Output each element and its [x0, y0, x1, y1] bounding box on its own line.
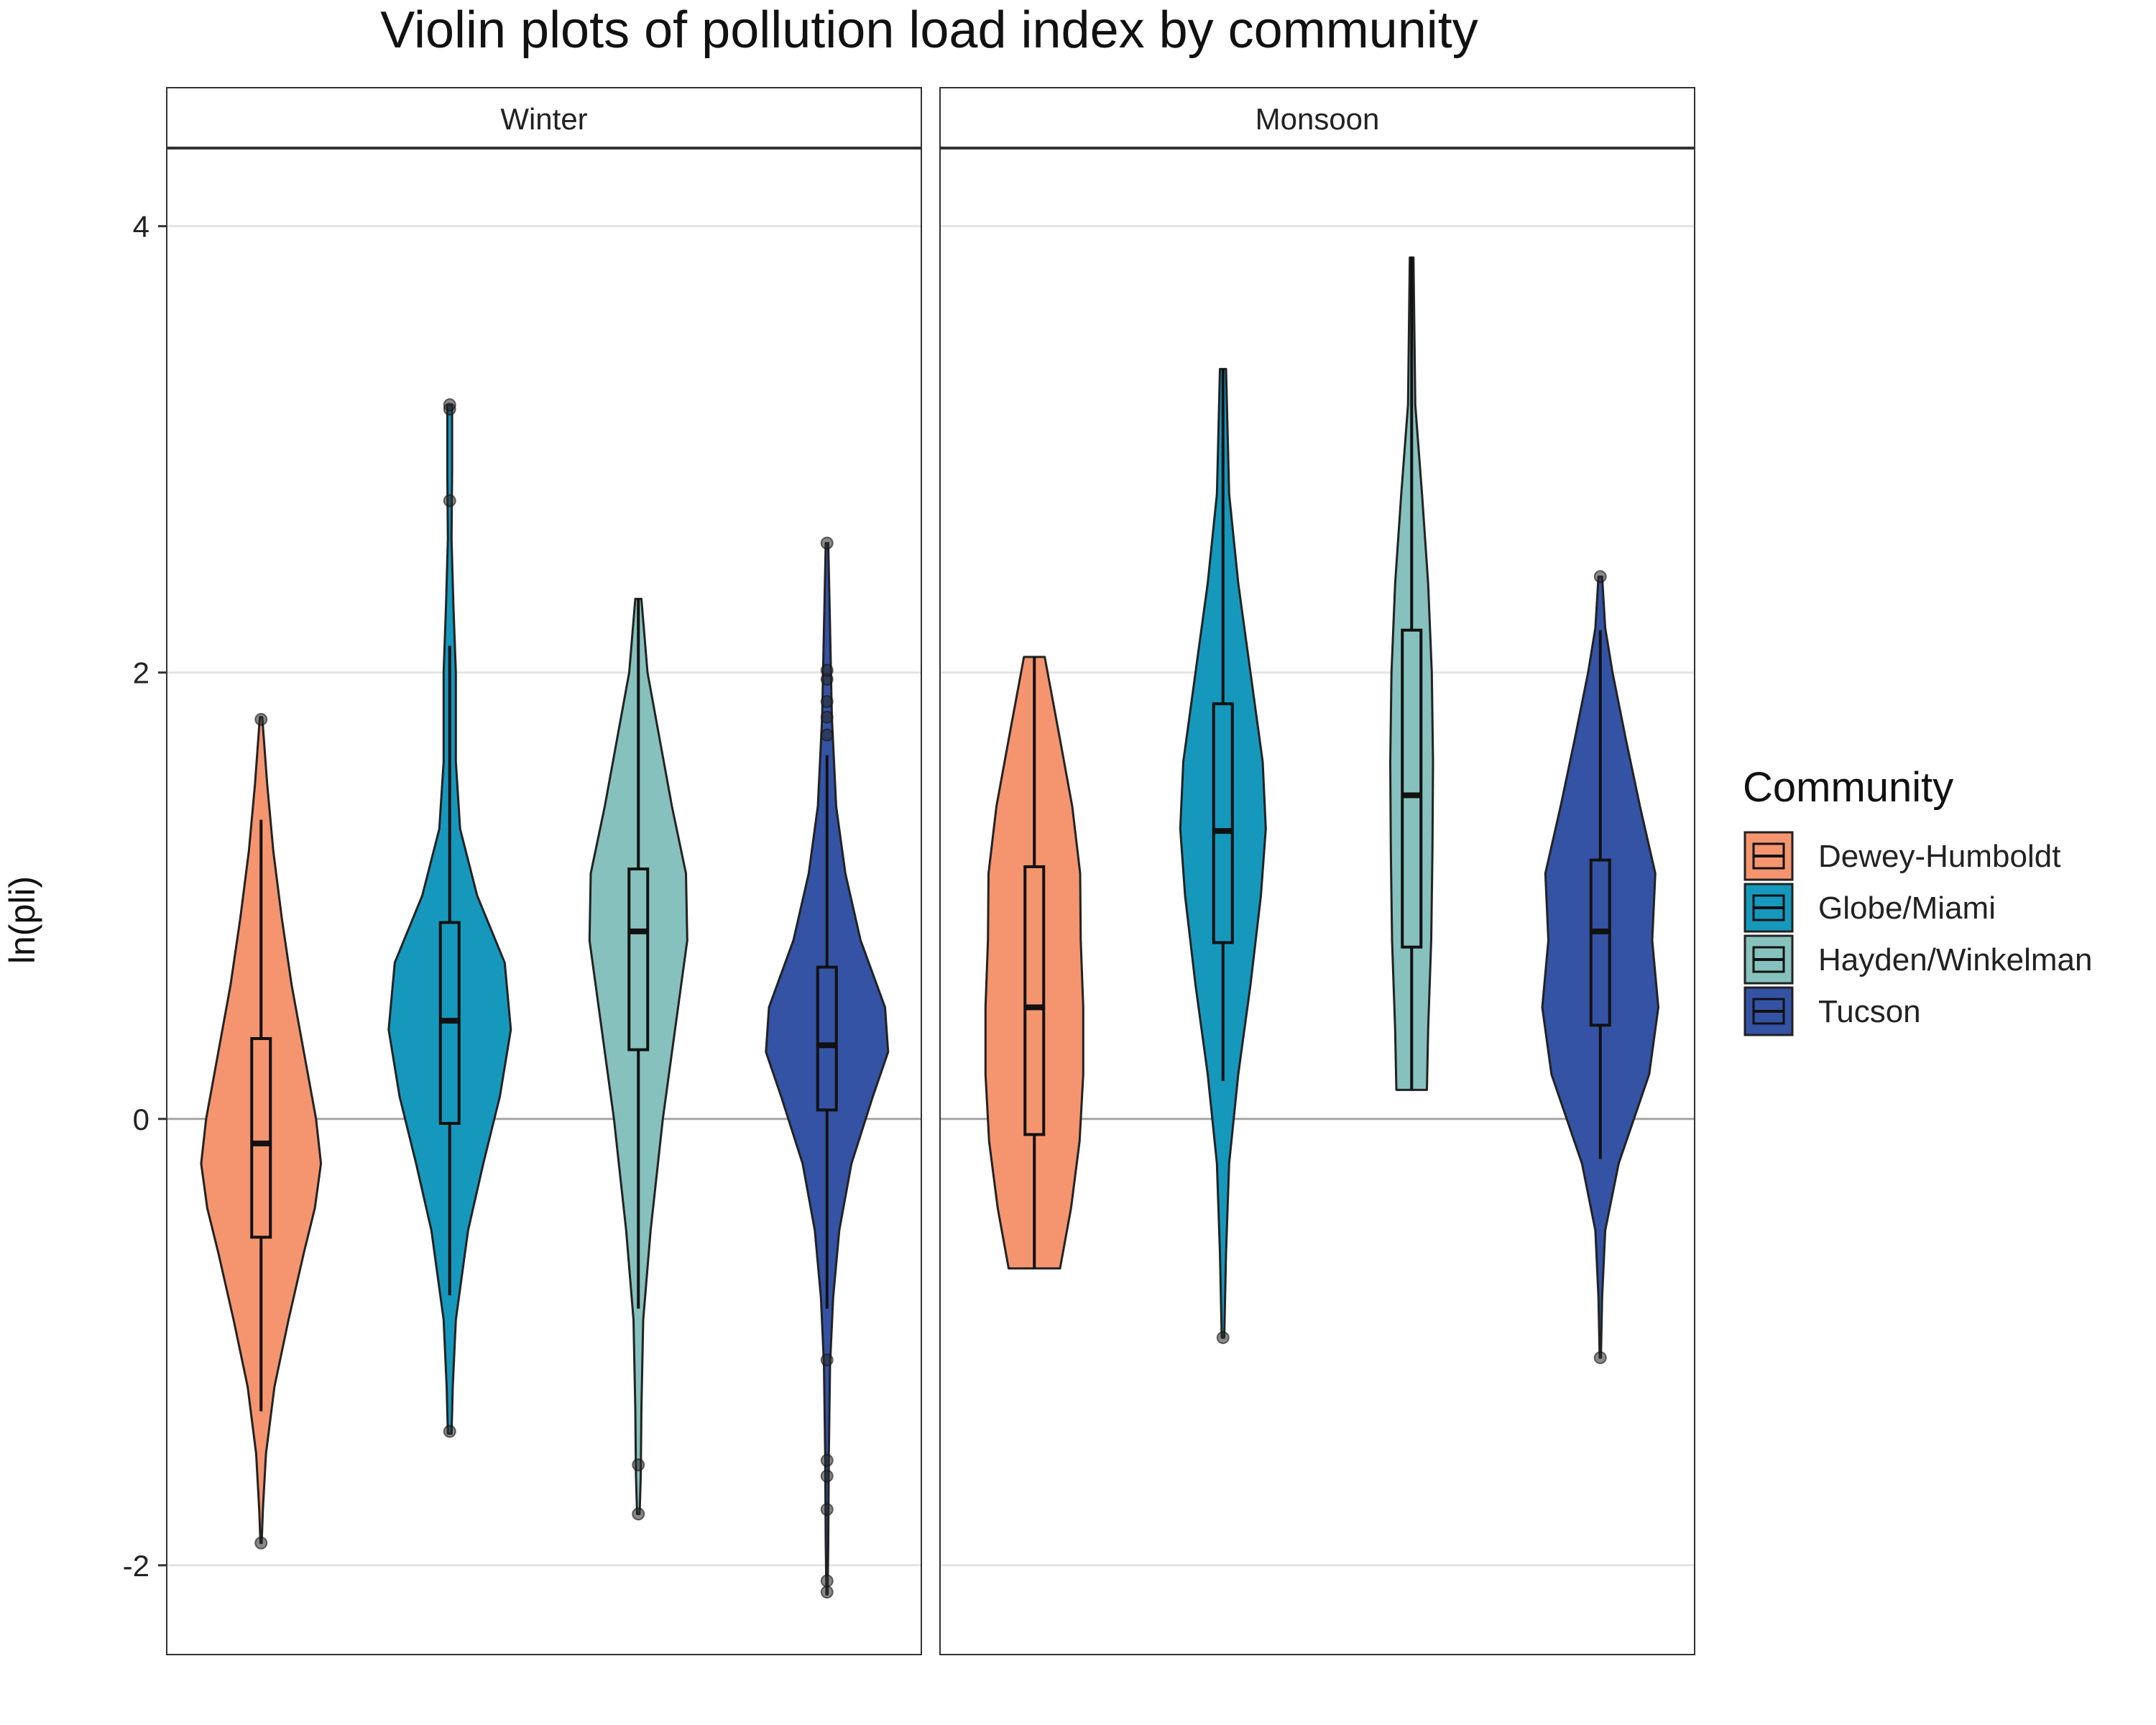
outlier-point: [254, 712, 268, 726]
outlier-point: [820, 710, 834, 724]
outlier-point: [820, 663, 834, 677]
panel-background: [167, 148, 921, 1655]
chart-title: Violin plots of pollution load index by …: [380, 1, 1478, 59]
box-iqr: [250, 1036, 272, 1239]
panel-border: [939, 87, 1695, 1655]
outlier-point: [820, 1574, 834, 1588]
facet-monsoon: Monsoon: [939, 87, 1695, 1655]
facet-strip: [939, 87, 1695, 149]
outlier-point: [443, 398, 456, 412]
outlier-point: [254, 1536, 268, 1550]
y-tick-label: 0: [133, 1103, 149, 1136]
y-tick-label: 2: [133, 656, 149, 690]
outlier-point: [443, 494, 456, 507]
violin-group-hayden-winkelman: [1389, 256, 1434, 1091]
facet-winter: Winter: [166, 87, 922, 1655]
legend-entry: Globe/Miami: [1743, 883, 1996, 933]
panel-border: [166, 87, 922, 1655]
outlier-point: [820, 1453, 834, 1467]
y-tick-label: 4: [133, 210, 149, 244]
legend-entry: Tucson: [1743, 986, 1921, 1036]
y-axis: -2 0 2 4: [123, 210, 167, 1583]
legend-entry: Dewey-Humboldt: [1743, 831, 2060, 881]
legend-label: Tucson: [1818, 994, 1921, 1029]
violin-group-dewey-humboldt: [200, 712, 323, 1550]
y-tick-label: -2: [123, 1549, 149, 1583]
box-iqr: [1589, 858, 1611, 1027]
violin-group-globe-miami: [387, 398, 512, 1438]
violin-group-dewey-humboldt: [984, 656, 1084, 1270]
outlier-point: [443, 1425, 456, 1438]
outlier-point: [820, 1503, 834, 1517]
box-iqr: [627, 867, 650, 1052]
outlier-point: [820, 695, 834, 709]
outlier-point: [820, 1586, 834, 1599]
outlier-point: [820, 1469, 834, 1483]
legend-label: Dewey-Humboldt: [1818, 839, 2060, 874]
facet-panels: Winter Monsoon: [166, 87, 1695, 1655]
y-axis-label: ln(pli): [2, 876, 42, 964]
box-iqr: [1401, 628, 1423, 949]
outlier-point: [1216, 1331, 1230, 1345]
outlier-point: [820, 536, 834, 550]
outlier-point: [632, 1507, 645, 1521]
violin-group-hayden-winkelman: [588, 597, 688, 1521]
outlier-point: [1593, 1351, 1607, 1365]
legend-label: Hayden/Winkelman: [1818, 942, 2093, 978]
violin-group-tucson: [1541, 570, 1659, 1365]
box-iqr: [1212, 702, 1234, 944]
legend-entry: Hayden/Winkelman: [1743, 934, 2093, 985]
violin-group-tucson: [765, 536, 890, 1599]
facet-strip: [166, 87, 922, 149]
legend-label: Globe/Miami: [1818, 891, 1996, 926]
facet-label: Winter: [500, 102, 587, 136]
violin-group-globe-miami: [1179, 367, 1267, 1345]
legend-title: Community: [1743, 764, 1953, 811]
outlier-point: [632, 1458, 645, 1472]
outlier-point: [820, 1353, 834, 1367]
box-iqr: [816, 965, 838, 1112]
outlier-point: [820, 728, 834, 742]
box-iqr: [1023, 865, 1046, 1136]
outlier-point: [1593, 570, 1607, 584]
legend: Community Dewey-Humboldt Globe/Miami Hayden…: [1743, 764, 2093, 1036]
facet-label: Monsoon: [1256, 102, 1380, 136]
